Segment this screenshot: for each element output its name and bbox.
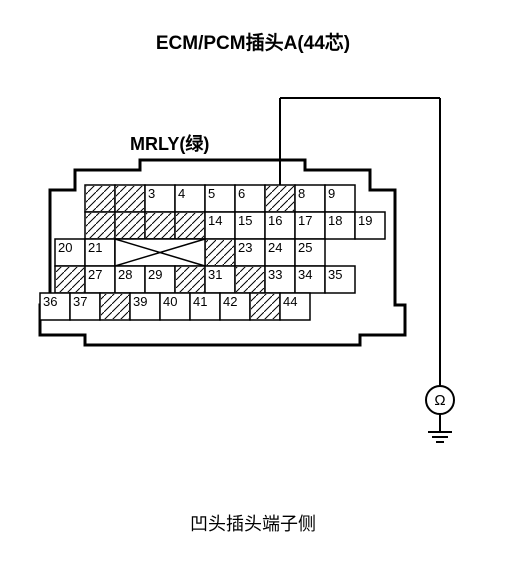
svg-text:24: 24 xyxy=(268,240,282,255)
svg-text:14: 14 xyxy=(208,213,222,228)
svg-text:31: 31 xyxy=(208,267,222,282)
svg-text:20: 20 xyxy=(58,240,72,255)
svg-text:40: 40 xyxy=(163,294,177,309)
caption: 凹头插头端子侧 xyxy=(0,510,506,536)
svg-text:27: 27 xyxy=(88,267,102,282)
svg-text:21: 21 xyxy=(88,240,102,255)
svg-text:4: 4 xyxy=(178,186,185,201)
svg-text:34: 34 xyxy=(298,267,312,282)
svg-text:19: 19 xyxy=(358,213,372,228)
svg-text:3: 3 xyxy=(148,186,155,201)
svg-text:16: 16 xyxy=(268,213,282,228)
connector-diagram: 3456891415161718192021232425272829313334… xyxy=(0,0,506,576)
svg-text:8: 8 xyxy=(298,186,305,201)
svg-text:18: 18 xyxy=(328,213,342,228)
svg-text:28: 28 xyxy=(118,267,132,282)
svg-text:33: 33 xyxy=(268,267,282,282)
svg-text:5: 5 xyxy=(208,186,215,201)
svg-text:29: 29 xyxy=(148,267,162,282)
svg-text:9: 9 xyxy=(328,186,335,201)
svg-text:41: 41 xyxy=(193,294,207,309)
svg-text:23: 23 xyxy=(238,240,252,255)
svg-text:42: 42 xyxy=(223,294,237,309)
svg-text:36: 36 xyxy=(43,294,57,309)
svg-text:17: 17 xyxy=(298,213,312,228)
svg-text:37: 37 xyxy=(73,294,87,309)
svg-text:Ω: Ω xyxy=(434,392,445,409)
svg-text:35: 35 xyxy=(328,267,342,282)
svg-text:39: 39 xyxy=(133,294,147,309)
svg-text:25: 25 xyxy=(298,240,312,255)
svg-text:6: 6 xyxy=(238,186,245,201)
svg-text:15: 15 xyxy=(238,213,252,228)
svg-text:44: 44 xyxy=(283,294,297,309)
